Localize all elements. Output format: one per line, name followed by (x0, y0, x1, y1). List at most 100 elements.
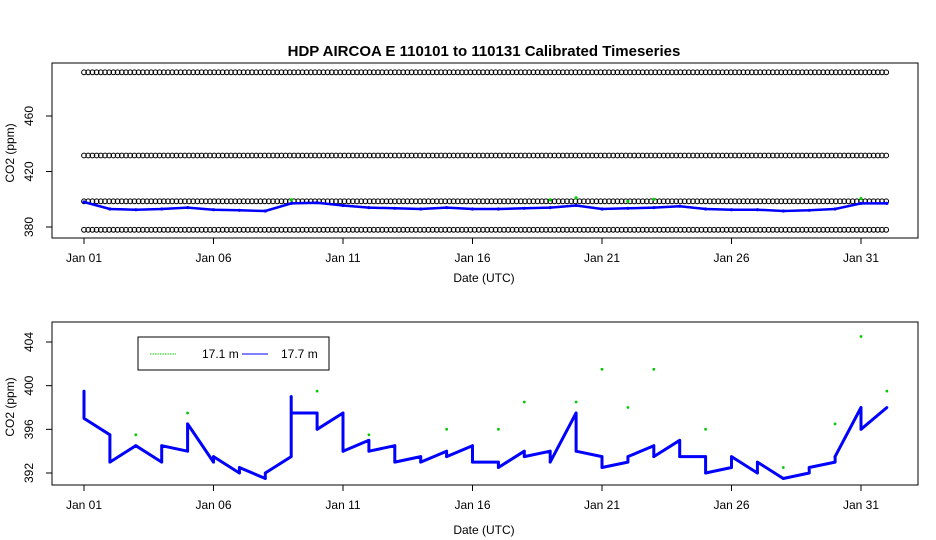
reference-point (123, 226, 129, 233)
reference-point (732, 69, 738, 76)
reference-point (652, 69, 659, 76)
reference-point (841, 198, 848, 205)
reference-point (677, 152, 684, 159)
reference-point (782, 69, 789, 76)
reference-point (551, 152, 558, 159)
reference-point (622, 152, 629, 159)
reference-point (110, 198, 117, 205)
reference-point (156, 152, 163, 159)
reference-point (375, 226, 381, 233)
reference-point (274, 152, 281, 159)
reference-point (736, 226, 743, 233)
data-point-17-7m (419, 455, 423, 458)
reference-point (433, 69, 440, 76)
reference-point (240, 69, 247, 76)
reference-point (517, 152, 524, 159)
reference-point (375, 152, 381, 159)
reference-point (820, 69, 827, 76)
reference-point (585, 198, 591, 205)
data-point-17-7m (315, 427, 319, 431)
reference-point (837, 152, 843, 159)
reference-point (862, 152, 869, 159)
data-point (419, 207, 423, 211)
reference-point (93, 152, 100, 159)
reference-point (643, 198, 650, 205)
reference-point (131, 152, 138, 159)
reference-point (559, 198, 566, 205)
reference-point (160, 226, 167, 233)
reference-point (223, 69, 230, 76)
reference-point (845, 69, 852, 76)
reference-point (807, 198, 814, 205)
reference-point (202, 198, 209, 205)
reference-point (769, 152, 776, 159)
data-point-17-7m (263, 471, 267, 475)
reference-point (660, 226, 667, 233)
reference-point (156, 198, 163, 205)
data-point (211, 208, 216, 212)
reference-point (673, 198, 680, 205)
data-point-17-7m (238, 466, 241, 469)
reference-point (828, 226, 835, 233)
reference-point (660, 69, 667, 76)
reference-point (253, 198, 260, 205)
y-axis-top: 380 420 460 CO2 (ppm) (3, 106, 53, 237)
reference-point (135, 198, 142, 205)
reference-point (614, 152, 621, 159)
reference-point (727, 226, 734, 233)
reference-point (795, 152, 801, 159)
reference-point (601, 226, 608, 233)
reference-point (387, 198, 394, 205)
data-point (574, 196, 578, 200)
reference-point (366, 226, 373, 233)
reference-point (404, 69, 411, 76)
reference-point (257, 198, 264, 205)
reference-point (194, 69, 201, 76)
reference-point (144, 69, 150, 76)
reference-point (417, 226, 423, 233)
reference-point (375, 69, 381, 76)
reference-point (824, 69, 831, 76)
reference-point (156, 69, 163, 76)
reference-point (127, 226, 134, 233)
reference-point (643, 152, 650, 159)
reference-point (492, 69, 499, 76)
reference-point (622, 69, 629, 76)
reference-point (429, 198, 436, 205)
data-point-17-7m (626, 460, 630, 464)
reference-point (354, 69, 360, 76)
reference-point (774, 152, 780, 159)
reference-point (517, 69, 524, 76)
reference-point (538, 226, 545, 233)
reference-point (177, 226, 184, 233)
reference-point (244, 152, 251, 159)
x-axis-label: Date (UTC) (453, 271, 514, 285)
data-point (315, 201, 319, 205)
reference-point (648, 198, 654, 205)
reference-point (564, 69, 570, 76)
reference-point (337, 226, 344, 233)
reference-point (152, 198, 159, 205)
reference-point (312, 226, 318, 233)
data-point (807, 208, 811, 212)
reference-point (702, 198, 709, 205)
data-point-17-1m (859, 335, 863, 338)
reference-point (261, 198, 268, 205)
data-point (652, 206, 656, 210)
reference-point (186, 198, 192, 205)
reference-point (496, 69, 503, 76)
reference-point (358, 226, 365, 233)
data-point-17-1m (574, 400, 578, 404)
data-point (237, 208, 241, 212)
data-point (289, 201, 293, 205)
reference-point (522, 152, 528, 159)
reference-point (299, 152, 306, 159)
data-point-17-7m (471, 460, 474, 464)
reference-point (782, 226, 789, 233)
reference-point (564, 152, 570, 159)
data-point (574, 203, 578, 208)
reference-point (190, 226, 197, 233)
reference-point (513, 226, 520, 233)
data-point-17-1m (652, 367, 656, 371)
reference-point (849, 198, 856, 205)
